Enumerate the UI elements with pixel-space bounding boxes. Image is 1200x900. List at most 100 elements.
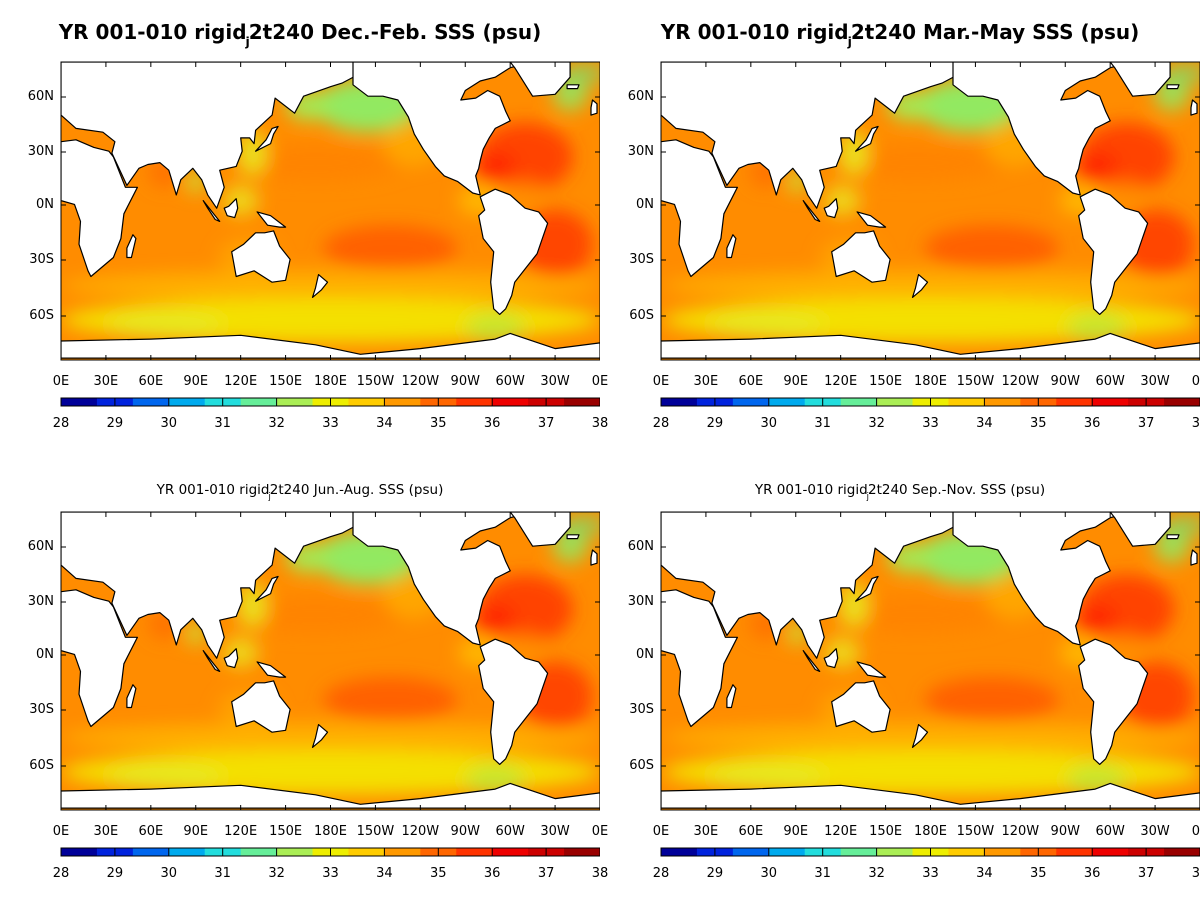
land-australia (831, 230, 891, 283)
map-panel-djf: YR 001-010 rigidj2t240 Dec.-Feb. SSS (ps… (0, 0, 609, 450)
colorbar (60, 397, 600, 407)
colorbar-label: 38 (1191, 416, 1200, 431)
colorbar-label: 34 (376, 416, 393, 431)
land-antarctica (61, 782, 600, 809)
lon-label: 120E (824, 374, 858, 389)
salinity-patch (707, 764, 828, 788)
lon-label: 90E (183, 824, 209, 839)
colorbar-label: 37 (1137, 866, 1155, 881)
lat-label: 30S (629, 702, 654, 717)
colorbar-label: 32 (268, 866, 285, 881)
map-panel-mam: YR 001-010 rigidj2t240 Mar.-May SSS (psu… (600, 0, 1200, 450)
colorbar-segment (768, 848, 806, 856)
lon-label: 90W (450, 824, 480, 839)
lat-label: 60N (27, 539, 54, 554)
lat-label: 60S (629, 308, 654, 323)
land-north-america (352, 62, 534, 196)
lon-label: 150E (869, 374, 903, 389)
colorbar-label: 31 (214, 866, 231, 881)
lon-label: 0E (652, 374, 670, 389)
land-south-america (1078, 638, 1149, 765)
lat-label: 60N (27, 89, 54, 104)
lon-label: 30E (93, 824, 119, 839)
land-africa (661, 139, 738, 278)
lon-label: 90W (450, 374, 480, 389)
land-iceland (1166, 84, 1180, 90)
land-borneo (223, 198, 239, 219)
lon-label: 90E (783, 374, 809, 389)
map-title: YR 001-010 rigidj2t240 Sep.-Nov. SSS (ps… (600, 482, 1200, 501)
colorbar-segment (564, 848, 600, 856)
land-south-america (478, 638, 549, 765)
colorbar (60, 847, 600, 857)
map-panel-son: YR 001-010 rigidj2t240 Sep.-Nov. SSS (ps… (600, 450, 1200, 900)
lon-label: 0E (1191, 824, 1200, 839)
map-title: YR 001-010 rigidj2t240 Mar.-May SSS (psu… (600, 20, 1200, 49)
colorbar-segment (564, 398, 600, 406)
map-title-subscript: j (866, 490, 869, 501)
colorbar-segment (948, 398, 985, 406)
colorbar-label: 38 (591, 416, 609, 431)
lat-label: 0N (636, 647, 654, 662)
land-sumatra (202, 650, 221, 672)
land-madagascar (126, 234, 137, 259)
colorbar (660, 847, 1200, 857)
lat-label: 60N (627, 89, 654, 104)
lon-label: 120E (224, 824, 258, 839)
lat-label: 60S (629, 758, 654, 773)
colorbar-label: 38 (591, 866, 609, 881)
lon-label: 0E (591, 374, 609, 389)
lon-label: 0E (1191, 374, 1200, 389)
salinity-field (662, 514, 1200, 795)
land-new-guinea (256, 211, 287, 228)
colorbar (660, 397, 1200, 407)
salinity-patch (225, 595, 406, 634)
land-greenland (509, 512, 571, 547)
colorbar-label: 36 (483, 416, 501, 431)
lon-label: 150W (956, 374, 995, 389)
land-antarctica (661, 782, 1200, 809)
land-eurasia (661, 62, 984, 209)
land-sumatra (802, 650, 821, 672)
lat-label: 60N (627, 539, 654, 554)
lon-label: 180E (313, 824, 348, 839)
salinity-patch (474, 605, 517, 636)
colorbar-segment (661, 848, 698, 856)
land-japan (255, 125, 279, 152)
salinity-patch (924, 225, 1060, 271)
lon-label: 120W (1001, 824, 1040, 839)
colorbar-label: 34 (976, 416, 993, 431)
lon-label: 180E (913, 374, 948, 389)
lon-label: 30W (1140, 374, 1170, 389)
land-australia (231, 230, 291, 283)
salinity-patch (1164, 62, 1200, 85)
colorbar-label: 33 (322, 416, 339, 431)
land-borneo (223, 648, 239, 669)
lon-label: 180E (913, 824, 948, 839)
lat-label: 30S (629, 252, 654, 267)
lon-label: 60E (738, 374, 764, 389)
colorbar-label: 35 (1030, 866, 1047, 881)
colorbar-label: 29 (706, 416, 724, 431)
salinity-patch (323, 677, 458, 723)
salinity-patch (707, 312, 828, 336)
map-title-part-b: 2t240 Dec.-Feb. SSS (psu) (248, 20, 542, 44)
map-title-part-a: YR 001-010 rigid (754, 482, 868, 498)
map-figure (60, 511, 600, 857)
colorbar-segment (384, 848, 421, 856)
lat-label: 30S (29, 702, 54, 717)
colorbar-label: 35 (1030, 416, 1047, 431)
lon-label: 30W (540, 824, 570, 839)
lon-label: 0E (652, 824, 670, 839)
land-africa (61, 139, 138, 278)
lon-label: 150W (356, 824, 395, 839)
salinity-patch (61, 722, 600, 754)
lon-label: 30W (1140, 824, 1170, 839)
land-eurasia (61, 62, 384, 209)
colorbar-segment (61, 398, 98, 406)
land-eurasia (61, 512, 384, 659)
colorbar-label: 29 (106, 416, 124, 431)
lat-label: 0N (36, 647, 54, 662)
colorbar-segment (492, 398, 529, 406)
salinity-patch (839, 582, 870, 628)
